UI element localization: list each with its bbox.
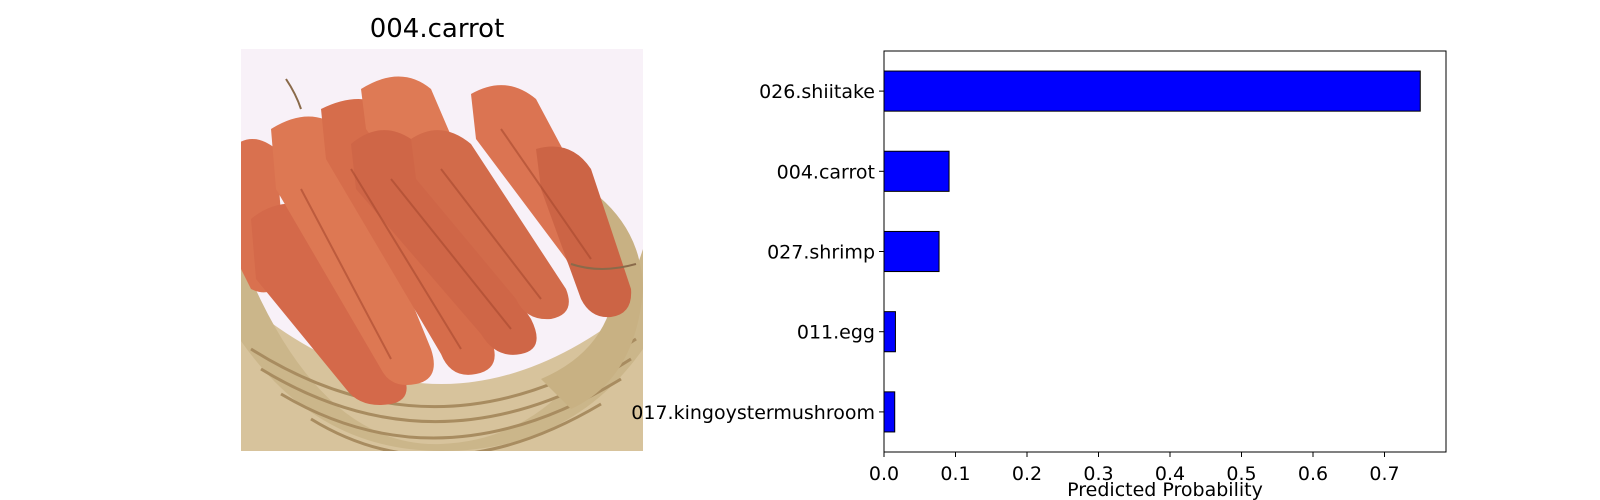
x-tick-label: 0.0: [869, 463, 899, 485]
image-title: 004.carrot: [369, 14, 505, 44]
y-tick-label: 011.egg: [797, 322, 875, 344]
x-axis-label: Predicted Probability: [1067, 479, 1263, 500]
carrot-photo: [241, 49, 643, 451]
basket-rim: [531, 159, 643, 409]
bar-017.kingoystermushroom: [883, 391, 896, 433]
bar-026.shiitake: [883, 70, 1421, 112]
carrot-shading: [300, 128, 592, 360]
bar-004.carrot: [883, 150, 950, 192]
x-tick-label: 0.6: [1298, 463, 1328, 485]
carrot-root-hair: [570, 263, 637, 270]
x-tick-label: 0.5: [1226, 463, 1256, 485]
y-tick-label: 004.carrot: [777, 161, 875, 183]
x-tick-label: 0.7: [1369, 463, 1399, 485]
x-tick-label: 0.3: [1083, 463, 1113, 485]
bar-011.egg: [883, 311, 896, 353]
carrot-basket-illustration: [241, 49, 643, 451]
carrot-root-hair: [285, 78, 302, 110]
x-tick-label: 0.1: [940, 463, 970, 485]
x-tick-label: 0.4: [1155, 463, 1185, 485]
x-tick-label: 0.2: [1012, 463, 1042, 485]
y-tick-label: 017.kingoystermushroom: [631, 402, 875, 424]
carrots: [241, 76, 632, 405]
y-tick-label: 026.shiitake: [759, 81, 875, 103]
bar-027.shrimp: [883, 230, 940, 273]
y-tick-label: 027.shrimp: [767, 242, 875, 264]
